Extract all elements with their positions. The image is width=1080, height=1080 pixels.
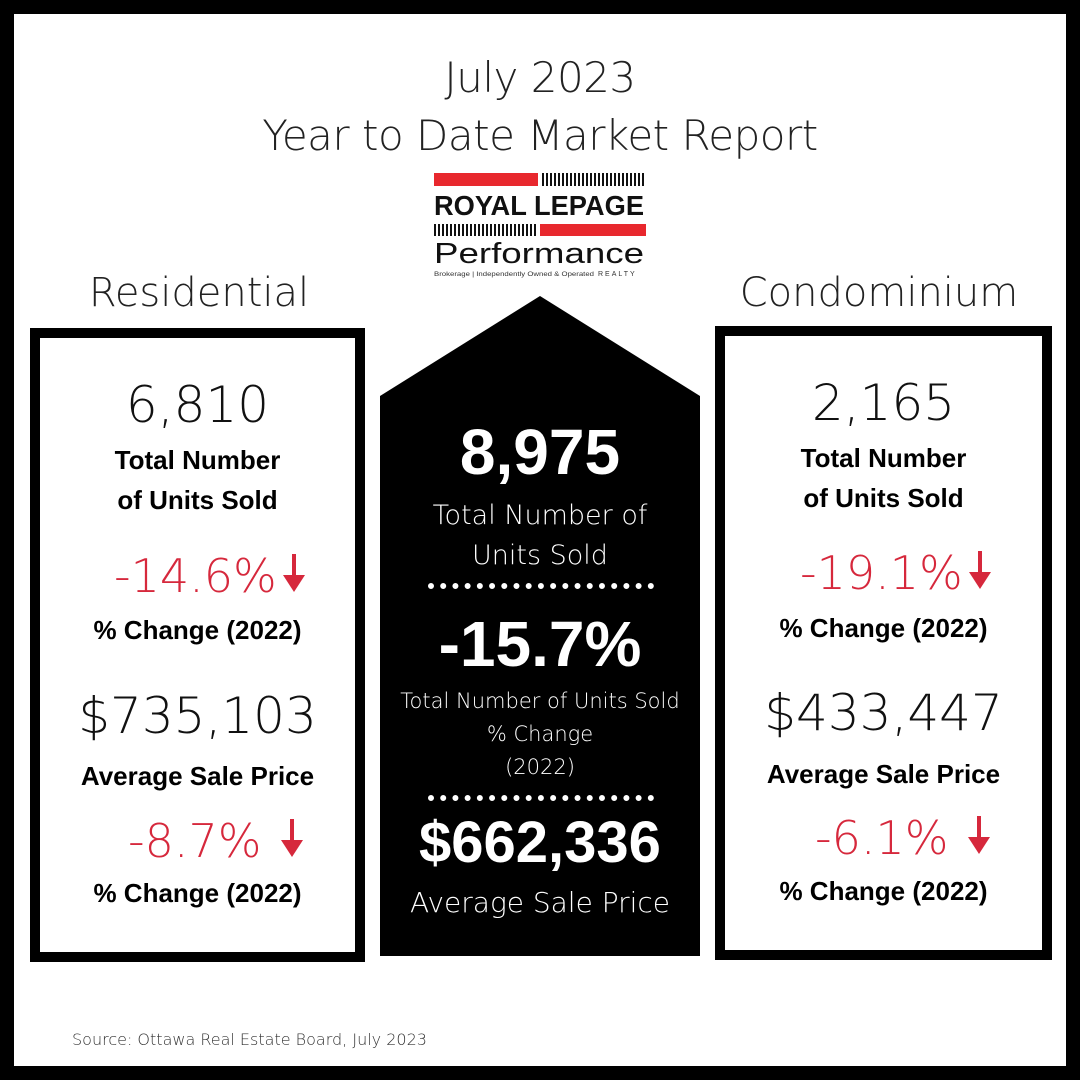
residential-avg-price: $735,103: [78, 687, 317, 745]
condominium-units-change-value: -19.1%: [800, 546, 963, 600]
dotted-divider: [428, 583, 654, 589]
condominium-price-change: -6.1%: [815, 815, 992, 861]
condominium-price-change-value: -6.1%: [815, 811, 949, 865]
report-title: Year to Date Market Report: [262, 111, 818, 160]
report-month: July 2023: [444, 53, 636, 102]
residential-units-sold: 6,810: [125, 376, 270, 434]
residential-change-label-1: % Change (2022): [93, 615, 302, 645]
residential-units-change-value: -14.6%: [114, 549, 277, 603]
svg-text:ROYAL LEPAGE: ROYAL LEPAGE: [434, 190, 644, 221]
residential-title: Residential: [88, 270, 310, 316]
condominium-avg-price-label: Average Sale Price: [766, 759, 1001, 789]
overall-avg-price: $662,336: [419, 810, 661, 875]
house-shape: [380, 296, 700, 956]
svg-text:REALTY: REALTY: [598, 271, 637, 278]
total-change-label-1: Total Number of Units Sold: [400, 689, 680, 713]
condominium-title: Condominium: [739, 270, 1019, 316]
residential-price-change-value: -8.7%: [128, 814, 262, 868]
residential-avg-price-label: Average Sale Price: [80, 761, 315, 791]
svg-text:Brokerage | Independently Owne: Brokerage | Independently Owned & Operat…: [434, 272, 594, 278]
royal-lepage-logo: ROYAL LEPAGE Performance Brokerage | Ind…: [434, 172, 646, 280]
svg-text:Performance: Performance: [434, 238, 644, 270]
condominium-units-label-1: Total Number: [800, 443, 967, 473]
residential-panel: [30, 328, 365, 962]
total-units-label-2: Units Sold: [472, 540, 608, 571]
arrow-down-icon: [967, 550, 993, 596]
residential-change-label-2: % Change (2022): [93, 878, 302, 908]
condominium-change-label-1: % Change (2022): [779, 613, 988, 643]
condominium-units-change: -19.1%: [800, 550, 993, 596]
total-change-label-2: % Change: [486, 722, 594, 746]
residential-price-change: -8.7%: [128, 818, 305, 864]
dotted-divider: [428, 795, 654, 801]
condominium-avg-price: $433,447: [764, 684, 1003, 742]
residential-units-label-1: Total Number: [114, 445, 281, 475]
condominium-units-sold: 2,165: [811, 374, 956, 432]
condominium-units-label-2: of Units Sold: [803, 483, 964, 513]
logo-graphic: ROYAL LEPAGE Performance Brokerage | Ind…: [434, 173, 646, 278]
arrow-down-icon: [966, 815, 992, 861]
source-note: Source: Ottawa Real Estate Board, July 2…: [72, 1030, 427, 1049]
condominium-panel: [715, 326, 1052, 960]
condominium-change-label-2: % Change (2022): [779, 876, 988, 906]
total-units-sold: 8,975: [459, 416, 621, 488]
arrow-down-icon: [279, 818, 305, 864]
arrow-down-icon: [281, 553, 307, 599]
total-units-change: -15.7%: [438, 608, 642, 680]
residential-units-label-2: of Units Sold: [117, 485, 278, 515]
overall-avg-price-label: Average Sale Price: [409, 886, 671, 919]
total-change-label-3: (2022): [505, 755, 575, 779]
total-units-label-1: Total Number of: [432, 500, 648, 531]
residential-units-change: -14.6%: [114, 553, 307, 599]
